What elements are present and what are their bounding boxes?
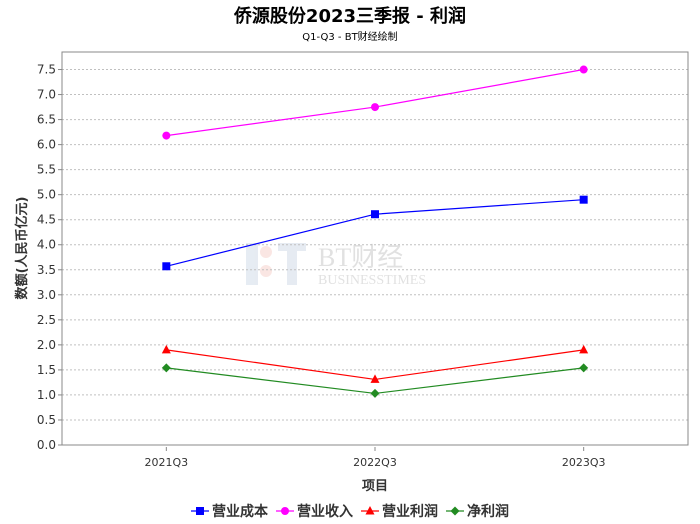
legend-item: 营业收入 bbox=[276, 501, 353, 521]
y-tick-label: 5.5 bbox=[37, 163, 56, 177]
x-tick-label: 2021Q3 bbox=[145, 456, 189, 469]
plot-area bbox=[61, 51, 689, 446]
y-tick-label: 2.0 bbox=[37, 338, 56, 352]
marker-triangle bbox=[370, 374, 380, 383]
y-tick-label: 0.5 bbox=[37, 413, 56, 427]
legend-symbol bbox=[361, 506, 379, 515]
x-axis-label: 项目 bbox=[362, 479, 388, 494]
legend-item: 净利润 bbox=[446, 501, 509, 521]
marker-circle bbox=[281, 507, 289, 515]
y-tick-label: 1.5 bbox=[37, 363, 56, 377]
chart-subtitle: Q1-Q3 - BT财经绘制 bbox=[302, 32, 398, 43]
marker-square bbox=[579, 195, 588, 204]
svg-text:BT财经: BT财经 bbox=[318, 243, 403, 272]
legend-label: 营业利润 bbox=[382, 504, 438, 520]
y-tick-label: 7.5 bbox=[37, 63, 56, 77]
y-axis-label: 数额(人民币亿元) bbox=[14, 197, 30, 300]
y-tick-label: 1.0 bbox=[37, 388, 56, 402]
y-tick-label: 3.5 bbox=[37, 263, 56, 277]
marker-triangle bbox=[365, 506, 375, 515]
legend-label: 净利润 bbox=[467, 504, 509, 520]
series-3 bbox=[161, 363, 589, 398]
y-tick-label: 6.5 bbox=[37, 113, 56, 127]
watermark: BT财经 BUSINESSTIMES bbox=[246, 243, 426, 288]
series-1 bbox=[162, 65, 588, 140]
y-tick-label: 4.5 bbox=[37, 213, 56, 227]
series-2 bbox=[161, 344, 589, 383]
series-0 bbox=[162, 195, 588, 271]
legend: 营业成本 营业收入 营业利润 净利润 bbox=[0, 501, 700, 521]
marker-diamond bbox=[579, 363, 589, 373]
series-line bbox=[166, 68, 584, 137]
y-tick-label: 4.0 bbox=[37, 238, 56, 252]
y-tick-label: 0.0 bbox=[37, 438, 56, 452]
marker-triangle bbox=[579, 344, 589, 354]
legend-label: 营业成本 bbox=[212, 504, 268, 520]
legend-symbol bbox=[191, 507, 209, 515]
legend-label: 营业收入 bbox=[297, 504, 353, 520]
legend-item: 营业利润 bbox=[361, 501, 438, 521]
legend-symbol bbox=[446, 506, 464, 516]
marker-circle bbox=[162, 131, 171, 140]
y-tick-label: 5.0 bbox=[37, 188, 56, 202]
y-tick-label: 6.0 bbox=[37, 138, 56, 152]
marker-diamond bbox=[370, 388, 380, 398]
marker-square bbox=[371, 210, 379, 219]
marker-diamond bbox=[450, 506, 460, 516]
x-tick-label: 2022Q3 bbox=[353, 456, 397, 469]
marker-circle bbox=[579, 65, 588, 74]
y-tick-label: 7.0 bbox=[37, 88, 56, 102]
marker-circle bbox=[371, 103, 379, 112]
y-tick-label: 2.5 bbox=[37, 313, 56, 327]
marker-square bbox=[162, 262, 171, 271]
y-tick-label: 3.0 bbox=[37, 288, 56, 302]
x-tick-label: 2023Q3 bbox=[562, 456, 606, 469]
marker-square bbox=[196, 507, 204, 515]
legend-item: 营业成本 bbox=[191, 501, 268, 521]
marker-diamond bbox=[161, 363, 171, 373]
marker-triangle bbox=[161, 344, 171, 354]
svg-text:BUSINESSTIMES: BUSINESSTIMES bbox=[318, 273, 426, 288]
legend-symbol bbox=[276, 507, 294, 515]
chart-title: 侨源股份2023三季报 - 利润 bbox=[233, 6, 467, 27]
